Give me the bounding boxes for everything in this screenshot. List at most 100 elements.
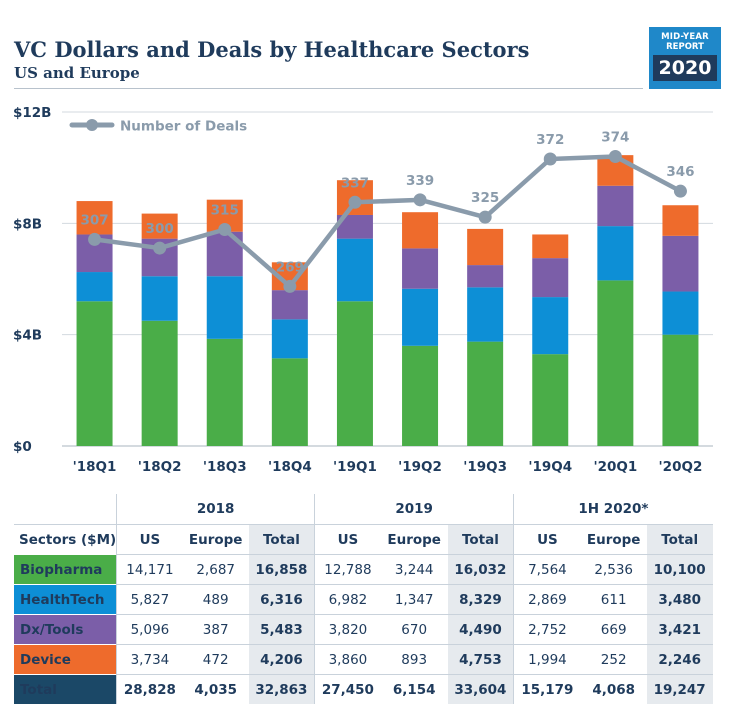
y-axis-ticks: $0 $4B $8B $12B — [13, 105, 51, 455]
bar-segment-biopharma — [206, 338, 243, 446]
table-row-total: Total 28,828 4,035 32,863 27,450 6,154 3… — [14, 674, 713, 704]
bar-segment-device — [662, 205, 699, 236]
deals-point — [478, 210, 492, 224]
bar-segment-biopharma — [597, 280, 634, 446]
bar-segment-biopharma — [76, 301, 113, 446]
table-cell: 32,863 — [248, 674, 315, 704]
table-cell: 19,247 — [646, 674, 713, 704]
col-header: Total — [447, 524, 514, 555]
deals-point — [413, 193, 427, 207]
year-2019-header: 2019 — [314, 494, 514, 525]
table-cell: 5,827 — [116, 584, 183, 615]
table-cell: 669 — [580, 614, 647, 645]
table-cell: 252 — [580, 644, 647, 675]
table-cell: 5,483 — [248, 614, 315, 645]
y-tick-label: $12B — [13, 105, 51, 121]
legend: Number of Deals — [69, 119, 247, 135]
deals-line-path — [94, 154, 682, 289]
deals-data-label: 300 — [146, 221, 174, 237]
bar-segment-dxtools — [402, 248, 439, 289]
bar-segment-dxtools — [271, 290, 308, 320]
bar-segment-healthtech — [532, 297, 569, 355]
table-cell: 2,869 — [513, 584, 581, 615]
x-tick-label: '19Q2 — [398, 459, 442, 475]
table-cell: 2,536 — [580, 554, 647, 585]
y-tick-label: $0 — [13, 439, 32, 455]
table-cell: 611 — [580, 584, 647, 615]
bar-segment-biopharma — [336, 301, 373, 446]
row-label: Device — [14, 644, 117, 675]
bar-segment-healthtech — [206, 276, 243, 339]
table-cell: 28,828 — [116, 674, 183, 704]
row-label: HealthTech — [14, 584, 117, 615]
bar-segment-healthtech — [336, 238, 373, 302]
table-cell: 3,480 — [646, 584, 713, 615]
bar-segment-biopharma — [402, 345, 439, 446]
x-tick-label: '19Q3 — [463, 459, 507, 475]
legend-label: Number of Deals — [120, 119, 247, 135]
sectors-header: Sectors ($M) — [14, 524, 117, 555]
x-tick-label: '19Q4 — [528, 459, 572, 475]
table-cell: 1,347 — [380, 584, 448, 615]
bar-segment-dxtools — [597, 185, 634, 227]
table-cell: 893 — [380, 644, 448, 675]
table-cell: 14,171 — [116, 554, 183, 585]
report-badge: MID-YEAR REPORT 2020 — [649, 27, 721, 89]
bar-segment-biopharma — [662, 334, 699, 446]
bar-segment-device — [532, 234, 569, 259]
table-row-dxtools: Dx/Tools 5,096 387 5,483 3,820 670 4,490… — [14, 614, 713, 645]
table-cell: 387 — [182, 614, 249, 645]
y-tick-label: $4B — [13, 328, 42, 344]
deals-point — [543, 152, 557, 166]
deals-data-label: 269 — [276, 259, 304, 275]
row-label: Biopharma — [14, 554, 117, 585]
col-header: Total — [248, 524, 315, 555]
deals-point — [218, 223, 232, 237]
bar-segment-healthtech — [467, 287, 504, 342]
bar-segment-dxtools — [336, 214, 373, 239]
table-cell: 4,068 — [580, 674, 647, 704]
table-cell: 3,860 — [314, 644, 381, 675]
year-2020-header: 1H 2020* — [513, 494, 713, 525]
col-header: Total — [646, 524, 713, 555]
table-cell: 15,179 — [513, 674, 581, 704]
sector-table: 2018 2019 1H 2020* Sectors ($M) US Europ… — [14, 494, 713, 704]
col-header: Europe — [380, 524, 448, 555]
badge-line1: MID-YEAR — [661, 32, 709, 42]
deals-line: 307 300 315 269 337 339 325 372 374 346 — [80, 130, 695, 293]
deals-data-label: 339 — [406, 173, 434, 189]
bar-segment-dxtools — [467, 265, 504, 288]
table-cell: 12,788 — [314, 554, 381, 585]
table-cell: 16,032 — [447, 554, 514, 585]
stacked-bar-chart: $0$4B$8B$12B '18Q1'18Q2'18Q3'18Q4'19Q1'1… — [13, 105, 713, 475]
table-cell: 4,206 — [248, 644, 315, 675]
col-header: Europe — [580, 524, 647, 555]
x-axis-ticks: '18Q1 '18Q2 '18Q3 '18Q4 '19Q1 '19Q2 '19Q3 '19Q4… — [73, 459, 703, 475]
x-tick-label: '18Q3 — [203, 459, 247, 475]
col-header: US — [116, 524, 183, 555]
table-cell: 2,752 — [513, 614, 581, 645]
table-cell: 4,753 — [447, 644, 514, 675]
deals-data-label: 315 — [211, 203, 239, 219]
table-cell: 1,994 — [513, 644, 581, 675]
table-cell: 6,316 — [248, 584, 315, 615]
table-cell: 3,734 — [116, 644, 183, 675]
bar-segment-healthtech — [271, 319, 308, 359]
table-row-biopharma: Biopharma 14,171 2,687 16,858 12,788 3,2… — [14, 554, 713, 585]
title-divider — [14, 88, 643, 89]
table-cell: 7,564 — [513, 554, 581, 585]
badge-year: 2020 — [653, 55, 717, 81]
table-cell: 2,687 — [182, 554, 249, 585]
deals-point — [88, 232, 102, 246]
chart-title: VC Dollars and Deals by Healthcare Secto… — [14, 37, 530, 62]
x-tick-label: '19Q1 — [333, 459, 377, 475]
bar-segment-healthtech — [76, 272, 113, 302]
col-header: Europe — [182, 524, 249, 555]
bar-segment-healthtech — [141, 276, 178, 321]
deals-data-label: 325 — [471, 190, 499, 206]
table-cell: 33,604 — [447, 674, 514, 704]
deals-point — [283, 279, 297, 293]
deals-data-label: 337 — [341, 175, 369, 191]
bar-segment-biopharma — [271, 358, 308, 446]
deals-data-label: 372 — [536, 132, 564, 148]
